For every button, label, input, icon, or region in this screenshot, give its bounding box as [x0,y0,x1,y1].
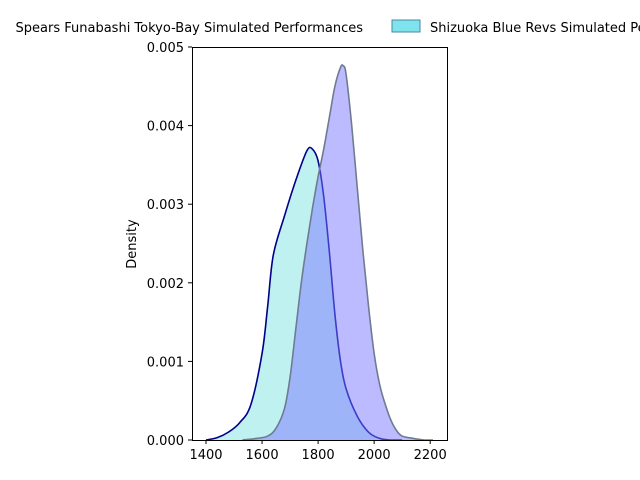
legend-label-0: Spears Funabashi Tokyo-Bay Simulated Per… [16,21,364,36]
plot-frame [192,47,448,441]
series-1-area [242,64,433,441]
y-tick-label: 0.005 [147,41,184,56]
y-tick-label: 0.001 [147,355,184,370]
x-axis: 1400 1600 1800 2000 2200 [189,440,447,463]
legend-entry-1: Shizuoka Blue Revs Simulated Performance… [391,19,640,36]
legend-swatch-1 [391,19,421,33]
legend: Spears Funabashi Tokyo-Bay Simulated Per… [16,19,640,36]
x-tick-label: 2200 [414,448,447,463]
y-tick-label: 0.004 [147,120,184,135]
y-axis: 0.000 0.001 0.002 0.003 0.004 0.005 [147,41,192,449]
series-layer [205,64,433,441]
legend-entry-0: Spears Funabashi Tokyo-Bay Simulated Per… [16,21,364,36]
y-tick-label: 0.000 [147,434,184,449]
x-tick-label: 1600 [246,448,279,463]
y-tick-label: 0.002 [147,277,184,292]
x-tick-label: 1800 [302,448,335,463]
y-tick-label: 0.003 [147,198,184,213]
x-tick-label: 1400 [189,448,222,463]
series-1-line [242,64,433,441]
y-axis-label: Density [125,219,140,269]
legend-label-1: Shizuoka Blue Revs Simulated Performance… [430,21,640,36]
x-tick-label: 2000 [358,448,391,463]
